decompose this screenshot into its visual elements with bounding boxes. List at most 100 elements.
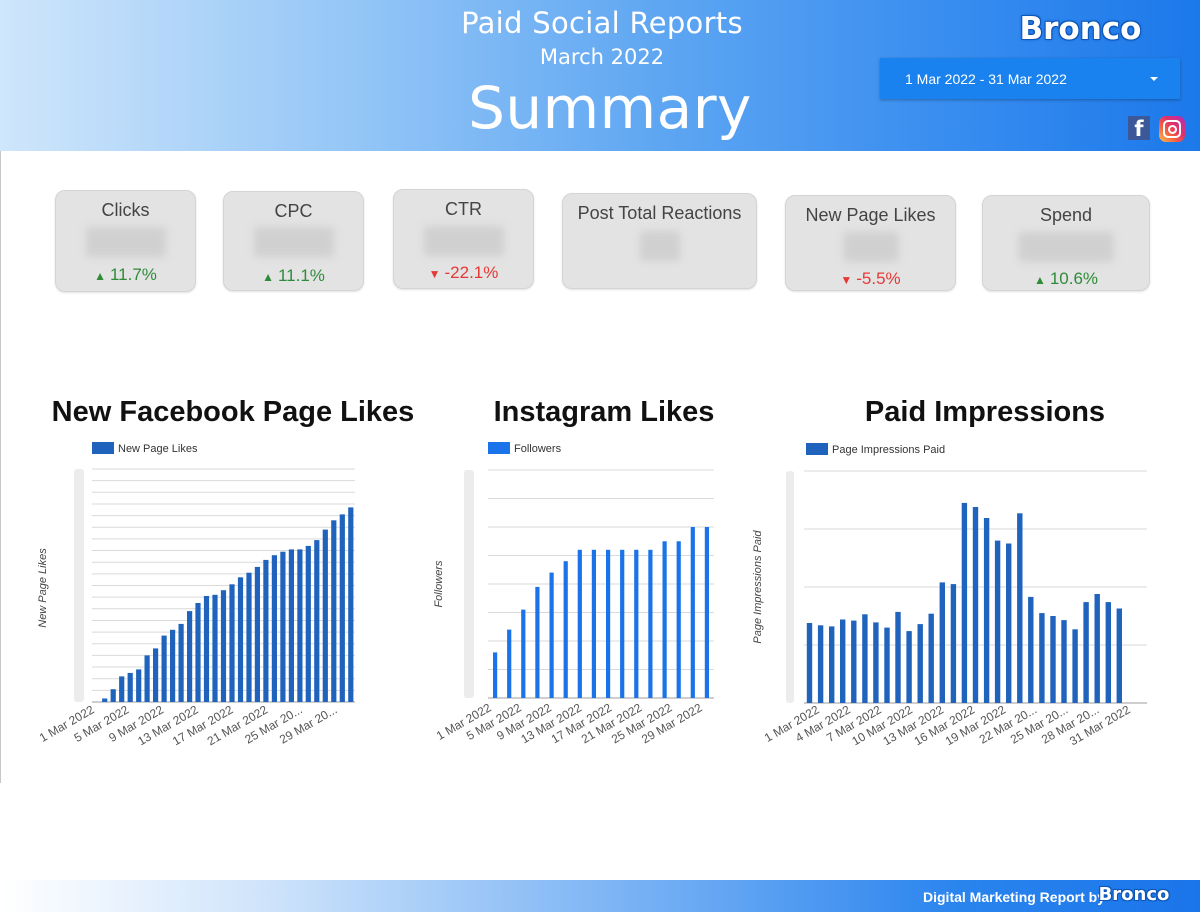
bar bbox=[314, 540, 320, 702]
report-month: March 2022 bbox=[539, 45, 665, 69]
bar bbox=[549, 572, 554, 698]
scorecard-delta: ▲ 11.1% bbox=[262, 266, 325, 285]
bar bbox=[178, 623, 184, 702]
bar bbox=[521, 609, 526, 698]
scorecard-value-redacted bbox=[85, 227, 166, 257]
y-axis-title: Page Impressions Paid bbox=[752, 530, 764, 644]
bar bbox=[606, 549, 611, 698]
bar bbox=[591, 549, 596, 698]
bar bbox=[634, 549, 639, 698]
instagram-icon[interactable] bbox=[1159, 116, 1185, 142]
report-title: Paid Social Reports bbox=[461, 6, 743, 40]
arrow-up-icon: ▲ bbox=[262, 270, 274, 284]
bar bbox=[690, 527, 695, 698]
legend-swatch bbox=[806, 443, 828, 455]
bar bbox=[263, 559, 269, 702]
scorecard-ctr: CTR ▼ -22.1% bbox=[393, 189, 534, 289]
scorecard-label: CTR bbox=[445, 199, 482, 219]
bar bbox=[1105, 602, 1111, 703]
y-tick-labels-redacted bbox=[786, 471, 794, 703]
bar bbox=[829, 626, 835, 703]
bar bbox=[884, 627, 890, 703]
bar bbox=[1006, 543, 1012, 703]
bar bbox=[203, 596, 210, 702]
bar bbox=[676, 541, 681, 699]
bar bbox=[305, 545, 311, 702]
bar bbox=[493, 652, 498, 698]
scorecard-value-redacted bbox=[843, 232, 898, 262]
bar bbox=[817, 625, 824, 703]
bar bbox=[961, 502, 968, 703]
bar bbox=[271, 555, 277, 702]
bar bbox=[153, 648, 159, 702]
bar bbox=[851, 620, 857, 703]
bar bbox=[620, 549, 625, 698]
bar bbox=[1072, 629, 1078, 703]
bar bbox=[906, 631, 912, 703]
bar bbox=[840, 619, 846, 703]
scorecard-value-redacted bbox=[1018, 232, 1114, 262]
bar bbox=[648, 549, 653, 698]
date-range-selector[interactable]: 1 Mar 2022 - 31 Mar 2022 bbox=[880, 58, 1180, 99]
bar bbox=[170, 629, 176, 702]
chevron-down-icon[interactable] bbox=[1150, 77, 1158, 81]
arrow-down-icon: ▼ bbox=[840, 273, 853, 287]
scorecard-spend: Spend ▲ 10.6% bbox=[982, 195, 1150, 291]
bar bbox=[237, 577, 244, 702]
legend-label: Page Impressions Paid bbox=[832, 444, 945, 456]
bar bbox=[127, 672, 133, 702]
bar bbox=[1050, 616, 1056, 703]
scorecard-label: Post Total Reactions bbox=[577, 203, 742, 223]
arrow-up-icon: ▲ bbox=[1033, 273, 1046, 287]
bar bbox=[322, 529, 328, 702]
bar bbox=[1028, 596, 1034, 703]
bar bbox=[917, 624, 923, 703]
footer-brand-logo: Bronco bbox=[1098, 884, 1170, 905]
bar bbox=[229, 584, 235, 702]
y-tick-labels-redacted bbox=[74, 469, 84, 702]
bar bbox=[280, 551, 286, 702]
bar bbox=[806, 623, 813, 703]
bar bbox=[928, 613, 934, 703]
bar bbox=[348, 507, 354, 702]
y-axis-title: Followers bbox=[433, 560, 445, 608]
bar bbox=[1116, 608, 1122, 703]
paid-impressions-chart-title: Paid Impressions bbox=[864, 396, 1106, 428]
footer-text: Digital Marketing Report by bbox=[923, 889, 1106, 905]
bar bbox=[212, 594, 218, 702]
bar bbox=[220, 590, 227, 702]
bar bbox=[972, 507, 979, 703]
bar bbox=[331, 520, 337, 702]
y-axis-title: New Page Likes bbox=[37, 548, 49, 628]
scorecard-label: Clicks bbox=[101, 200, 150, 220]
arrow-down-icon: ▼ bbox=[428, 267, 441, 281]
bar bbox=[161, 635, 167, 702]
bar bbox=[1094, 594, 1100, 703]
instagram-likes-chart-title: Instagram Likes bbox=[493, 396, 715, 428]
bar bbox=[950, 584, 957, 703]
bar bbox=[102, 698, 108, 702]
scorecard-clicks: Clicks ▲ 11.7% bbox=[55, 190, 196, 292]
bar bbox=[662, 541, 667, 699]
bar bbox=[144, 655, 150, 702]
report-header: Paid Social Reports March 2022 Summary B… bbox=[0, 0, 1200, 151]
bar bbox=[704, 527, 709, 698]
bar bbox=[288, 549, 294, 702]
legend-label: New Page Likes bbox=[118, 443, 198, 455]
scorecard-value-redacted bbox=[253, 227, 334, 257]
bar bbox=[507, 629, 512, 698]
brand-logo: Bronco bbox=[1019, 11, 1142, 47]
date-range-label: 1 Mar 2022 - 31 Mar 2022 bbox=[905, 71, 1067, 87]
scorecard-value-redacted bbox=[639, 231, 680, 261]
facebook-icon[interactable]: f bbox=[1128, 116, 1150, 141]
scorecard-delta: ▼ -5.5% bbox=[840, 269, 901, 288]
bar bbox=[535, 586, 540, 698]
scorecard-label: CPC bbox=[274, 201, 313, 221]
bar bbox=[136, 669, 142, 702]
y-tick-labels-redacted bbox=[464, 470, 474, 698]
bar bbox=[1017, 513, 1023, 703]
report-footer: Digital Marketing Report by Bronco bbox=[0, 880, 1200, 912]
legend-swatch bbox=[488, 442, 510, 454]
bar bbox=[873, 622, 879, 703]
